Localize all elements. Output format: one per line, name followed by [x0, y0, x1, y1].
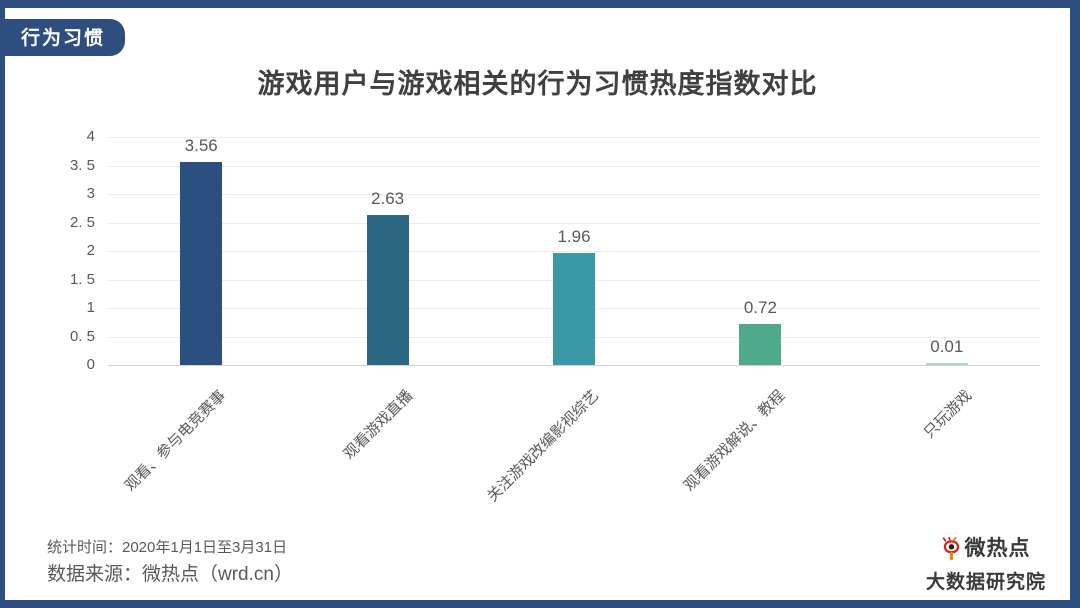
gridline: [108, 165, 1040, 167]
x-axis-category-label: 观看游戏直播: [340, 387, 416, 463]
data-source-note: 数据来源：微热点（wrd.cn）: [47, 564, 293, 585]
stat-time-note: 统计时间：2020年1月1日至3月31日: [47, 539, 288, 556]
gridline: [108, 137, 1040, 138]
logo-name: 微热点: [964, 537, 1031, 560]
gridline: [108, 222, 1040, 224]
section-badge: 行为习惯: [5, 17, 128, 58]
y-axis-tick-label: 0. 5: [69, 327, 95, 345]
y-axis-tick-label: 2. 5: [69, 213, 95, 231]
y-axis-tick-label: 3: [86, 185, 95, 202]
bar: [180, 162, 223, 365]
y-axis-tick-label: 2: [86, 242, 95, 259]
chart-title: 游戏用户与游戏相关的行为习惯热度指数对比: [257, 69, 818, 99]
bar-value-label: 3.56: [184, 136, 218, 156]
bar: [366, 215, 409, 365]
content-area: 行为习惯 游戏用户与游戏相关的行为习惯热度指数对比 0 0. 5 1 1. 5 2 2. …: [5, 8, 1070, 600]
logo-subtitle: 大数据研究院: [925, 572, 1046, 593]
bar-value-label: 2.63: [371, 189, 405, 209]
gridline: [108, 365, 1040, 366]
y-axis-tick-label: 4: [86, 128, 95, 145]
x-axis-category-label: 关注游戏改编影视综艺: [484, 387, 603, 506]
bar-value-label: 0.72: [743, 297, 777, 317]
x-axis-category-label: 观看、参与电竞赛事: [121, 387, 230, 495]
bar-chart-plot-area: 0 0. 5 1 1. 5 2 2. 5 3 3. 5 4 3.56 观看、参与电竞赛事 2.63 观看…: [70, 128, 1040, 505]
bar: [925, 363, 968, 365]
x-axis-category-label: 观看游戏解说、教程: [681, 387, 789, 495]
brand-logo: 微热点 大数据研究院: [925, 536, 1046, 594]
y-axis-tick-label: 0: [86, 356, 95, 373]
eye-logo-icon: [941, 536, 962, 566]
bar-value-label: 1.96: [557, 227, 591, 247]
bar: [739, 323, 782, 365]
gridline: [108, 251, 1040, 252]
y-axis-tick-label: 1. 5: [69, 270, 95, 288]
y-axis-tick-label: 3. 5: [69, 156, 95, 174]
x-axis-category-label: 只玩游戏: [920, 387, 975, 442]
bar: [553, 253, 595, 365]
bar-value-label: 0.01: [930, 337, 964, 356]
y-axis-tick-label: 1: [86, 299, 95, 316]
gridline: [108, 194, 1040, 195]
